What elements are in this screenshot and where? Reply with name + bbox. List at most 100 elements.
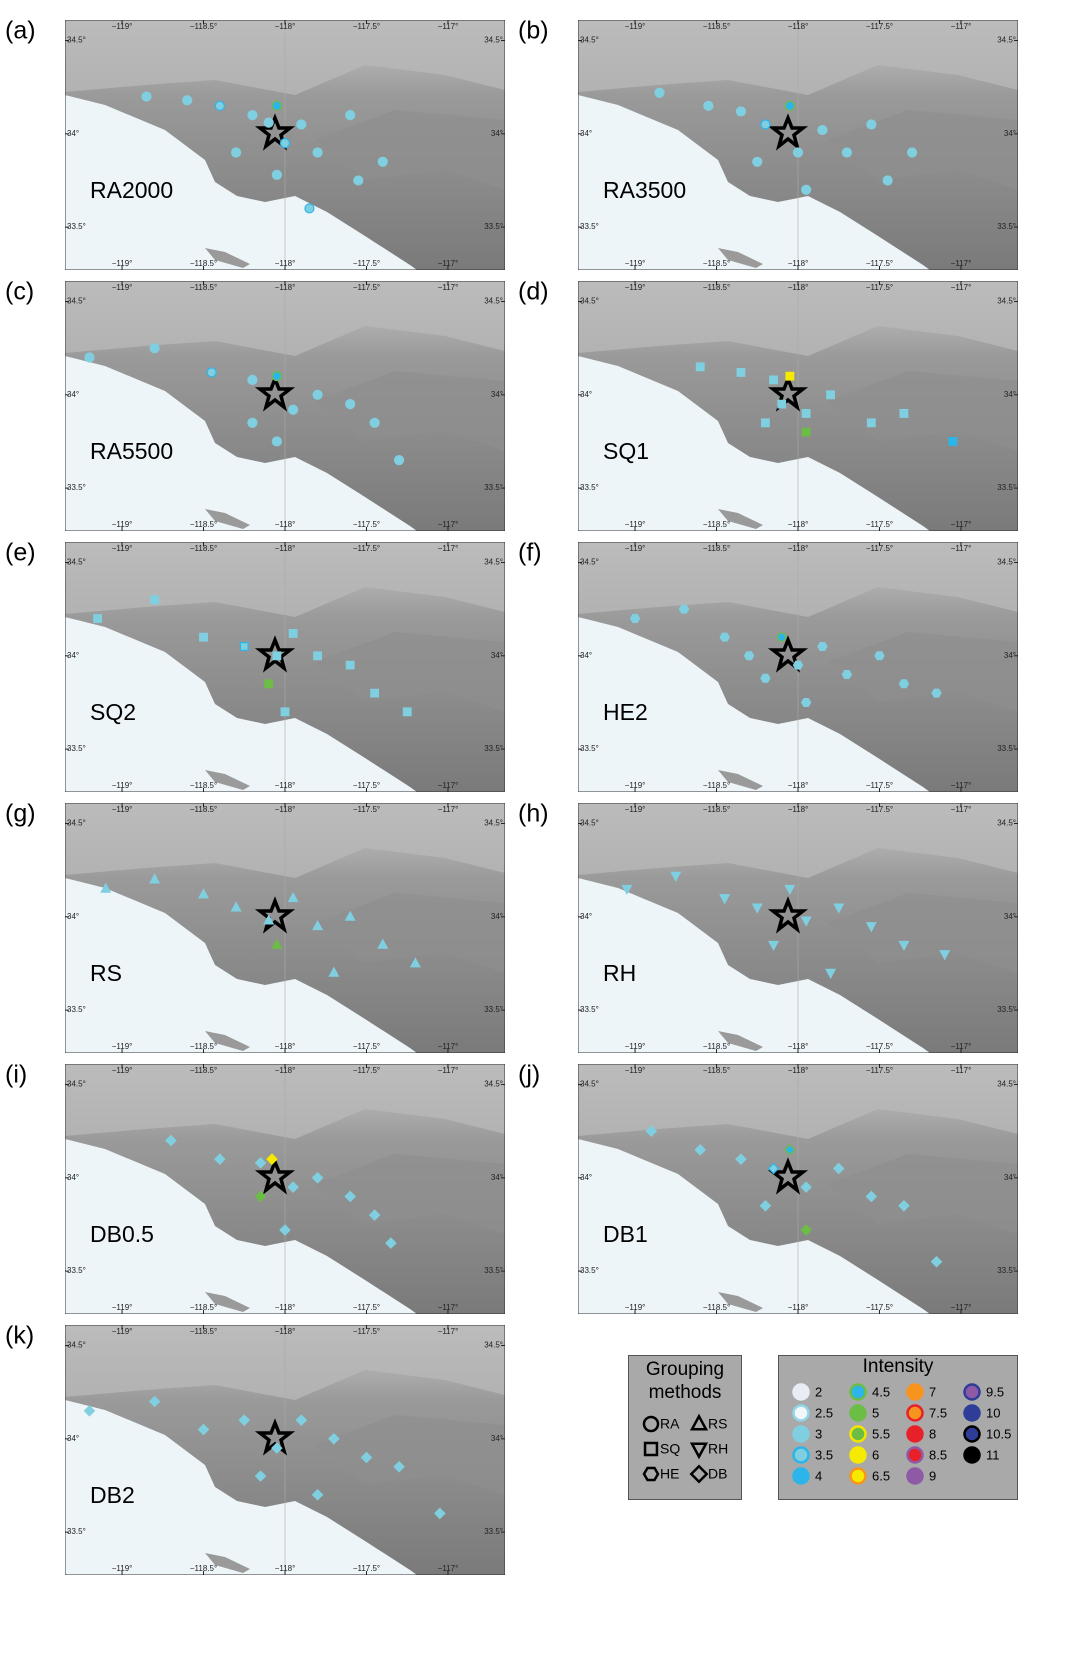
x-tick-label: −119° [625,283,646,292]
map-panel: −119°−119°−118.5°−118.5°−118°−118°−117.5… [578,542,1018,792]
intensity-point [900,410,908,418]
x-tick-label: −117° [438,544,459,553]
map-panel: −119°−119°−118.5°−118.5°−118°−118°−117.5… [65,281,505,531]
legend-swatch [965,1385,980,1400]
intensity-point [85,353,94,362]
legend-intensity: Intensity 22.533.544.555.566.577.588.599… [778,1355,1018,1500]
method-label: RA5500 [90,438,173,464]
map-panel: −119°−119°−118.5°−118.5°−118°−118°−117.5… [578,20,1018,270]
legend-label: 2.5 [815,1405,833,1420]
legend-swatch [794,1406,809,1421]
x-tick-label: −118° [275,22,296,31]
legend-title: Grouping methods [629,1356,741,1404]
y-tick-label: 34° [580,651,592,660]
x-tick-label: −118° [275,1327,296,1336]
x-tick-label: −118.5° [190,805,217,814]
intensity-point [94,615,102,623]
intensity-point [354,176,363,185]
x-tick-label: −118.5° [703,1303,730,1312]
legend-label: 2 [815,1384,822,1399]
intensity-point [736,107,745,116]
intensity-point [883,176,892,185]
x-tick-label: −119° [112,1303,133,1312]
x-tick-label: −117° [951,805,972,814]
map-panel: −119°−119°−118.5°−118.5°−118°−118°−117.5… [65,542,505,792]
y-tick-label: 33.5° [67,1527,86,1536]
y-tick-label: 33.5° [67,1266,86,1275]
x-tick-label: −117° [951,544,972,553]
x-tick-label: −118.5° [190,1303,217,1312]
x-tick-label: −117.5° [866,283,893,292]
y-tick-label: 34.5° [484,1080,503,1089]
x-tick-label: −118.5° [703,22,730,31]
legend-methods: Grouping methods RASQHERSRHDB [628,1355,742,1500]
y-tick-label: 34° [1004,129,1016,138]
intensity-point [777,633,786,641]
y-tick-label: 33.5° [580,222,599,231]
intensity-point [248,111,257,120]
y-tick-label: 33.5° [484,1005,503,1014]
map-panel: −119°−119°−118.5°−118.5°−118°−118°−117.5… [578,281,1018,531]
x-tick-label: −118.5° [190,1066,217,1075]
y-tick-label: 33.5° [580,744,599,753]
intensity-point [403,708,411,716]
intensity-point [761,120,770,129]
legend-shape [645,1443,657,1455]
basemap [65,281,505,531]
y-tick-label: 34.5° [580,297,599,306]
x-tick-label: −117.5° [866,259,893,268]
x-tick-label: −118° [275,520,296,529]
legend-swatch [908,1406,923,1421]
x-tick-label: −117° [438,520,459,529]
legend-label: RH [708,1441,728,1457]
intensity-point [761,674,770,682]
y-tick-label: 34.5° [580,36,599,45]
intensity-point [297,120,306,129]
x-tick-label: −118° [275,259,296,268]
y-tick-label: 34.5° [67,1080,86,1089]
legend-swatch [794,1385,809,1400]
legend-swatch [965,1427,980,1442]
x-tick-label: −118° [275,781,296,790]
x-tick-label: −117° [438,22,459,31]
y-tick-label: 34.5° [484,297,503,306]
intensity-point [305,204,314,213]
y-tick-label: 34° [491,651,503,660]
x-tick-label: −117° [438,283,459,292]
intensity-point [370,418,379,427]
x-tick-label: −118.5° [703,805,730,814]
x-tick-label: −117° [438,781,459,790]
y-tick-label: 33.5° [997,483,1016,492]
y-tick-label: 33.5° [580,1266,599,1275]
y-tick-label: 34° [580,912,592,921]
x-tick-label: −117.5° [353,781,380,790]
legend-swatch [794,1448,809,1463]
x-tick-label: −118.5° [190,283,217,292]
y-tick-label: 34° [67,390,79,399]
method-label: RA3500 [603,177,686,203]
intensity-point [778,400,786,408]
intensity-point [794,661,803,669]
x-tick-label: −117° [438,1564,459,1573]
y-tick-label: 33.5° [484,222,503,231]
legend-swatch [851,1427,866,1442]
legend-label: 3 [815,1426,822,1441]
x-tick-label: −117.5° [866,805,893,814]
map-panel: −119°−119°−118.5°−118.5°−118°−118°−117.5… [65,20,505,270]
intensity-point [875,652,884,660]
y-tick-label: 33.5° [484,483,503,492]
legend-shape [692,1416,706,1429]
y-tick-label: 34° [1004,912,1016,921]
y-tick-label: 34.5° [997,819,1016,828]
x-tick-label: −118.5° [190,781,217,790]
x-tick-label: −117.5° [353,1303,380,1312]
legend-swatch [851,1406,866,1421]
y-tick-label: 33.5° [997,1005,1016,1014]
method-label: DB2 [90,1482,135,1508]
y-tick-label: 34° [1004,390,1016,399]
panel-label: (i) [5,1061,27,1089]
panel-label: (h) [518,800,549,828]
intensity-point [183,96,192,105]
y-tick-label: 34.5° [67,297,86,306]
intensity-point [868,419,876,427]
